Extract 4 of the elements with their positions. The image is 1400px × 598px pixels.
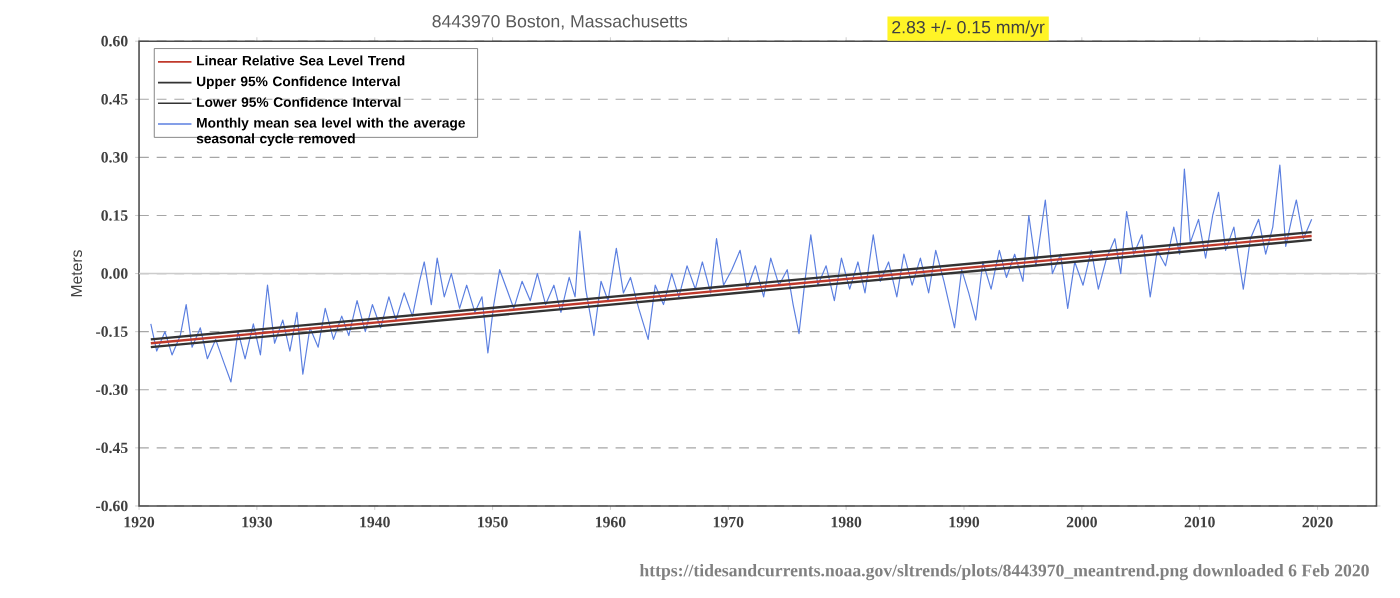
text: https://tidesandcurrents.noaa.gov/sltrends/plots/8443970_meantrend.png downloaded 6 Feb 2020 — [639, 563, 1369, 581]
line-series — [150, 164, 1313, 383]
chart-title: 8443970 Boston, Massachusetts — [432, 14, 688, 30]
chart-subtitle: 2.83 +/- 0.15 mm/yr — [892, 20, 1045, 37]
